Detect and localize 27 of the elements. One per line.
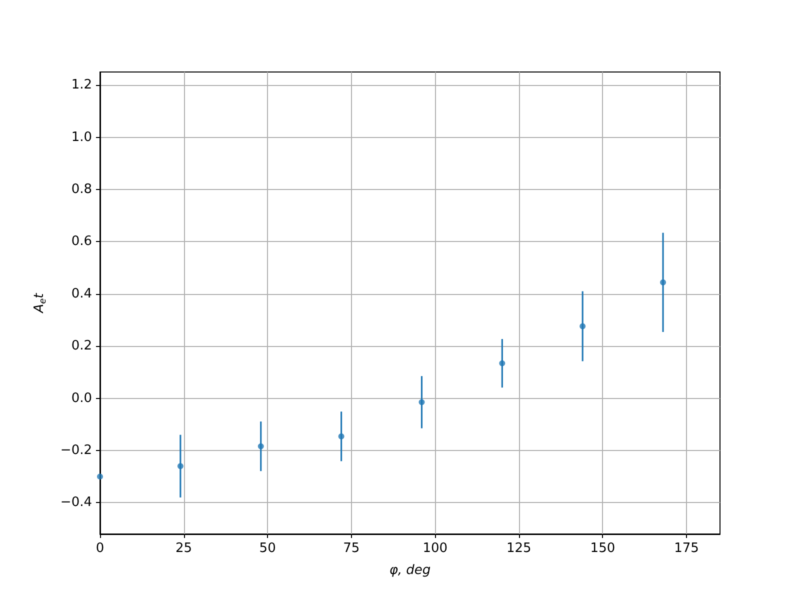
point bbox=[177, 463, 184, 470]
x-axis-title: φ, deg bbox=[389, 563, 431, 578]
point bbox=[499, 360, 506, 366]
x-tick-label: 100 bbox=[422, 541, 448, 556]
point bbox=[660, 279, 666, 286]
point bbox=[418, 399, 425, 406]
y-tick-label: 0.4 bbox=[71, 286, 92, 302]
y-tick-label: −0.4 bbox=[60, 495, 92, 510]
y-tick-label: 0.8 bbox=[71, 182, 92, 197]
y-tick-label: 0.6 bbox=[71, 234, 92, 250]
y-tick-label: 0.2 bbox=[71, 338, 92, 354]
x-tick-label: 125 bbox=[506, 541, 532, 556]
point bbox=[338, 433, 344, 440]
point bbox=[97, 474, 103, 480]
x-tick-label: 25 bbox=[176, 541, 192, 556]
point bbox=[580, 323, 586, 330]
x-tick-label: 150 bbox=[590, 541, 616, 556]
y-axis-title: Aet bbox=[32, 292, 48, 314]
x-tick-label: 0 bbox=[96, 541, 104, 556]
x-tick-label: 75 bbox=[343, 541, 360, 556]
y-tick-label: −0.2 bbox=[60, 442, 92, 458]
y-tick-label: 1.2 bbox=[71, 78, 92, 93]
x-tick-label: 50 bbox=[259, 541, 276, 556]
y-tick-label: 0.0 bbox=[71, 390, 92, 406]
x-tick-label: 175 bbox=[674, 541, 699, 556]
y-tick-label: 1.0 bbox=[71, 130, 92, 145]
point bbox=[258, 443, 264, 450]
